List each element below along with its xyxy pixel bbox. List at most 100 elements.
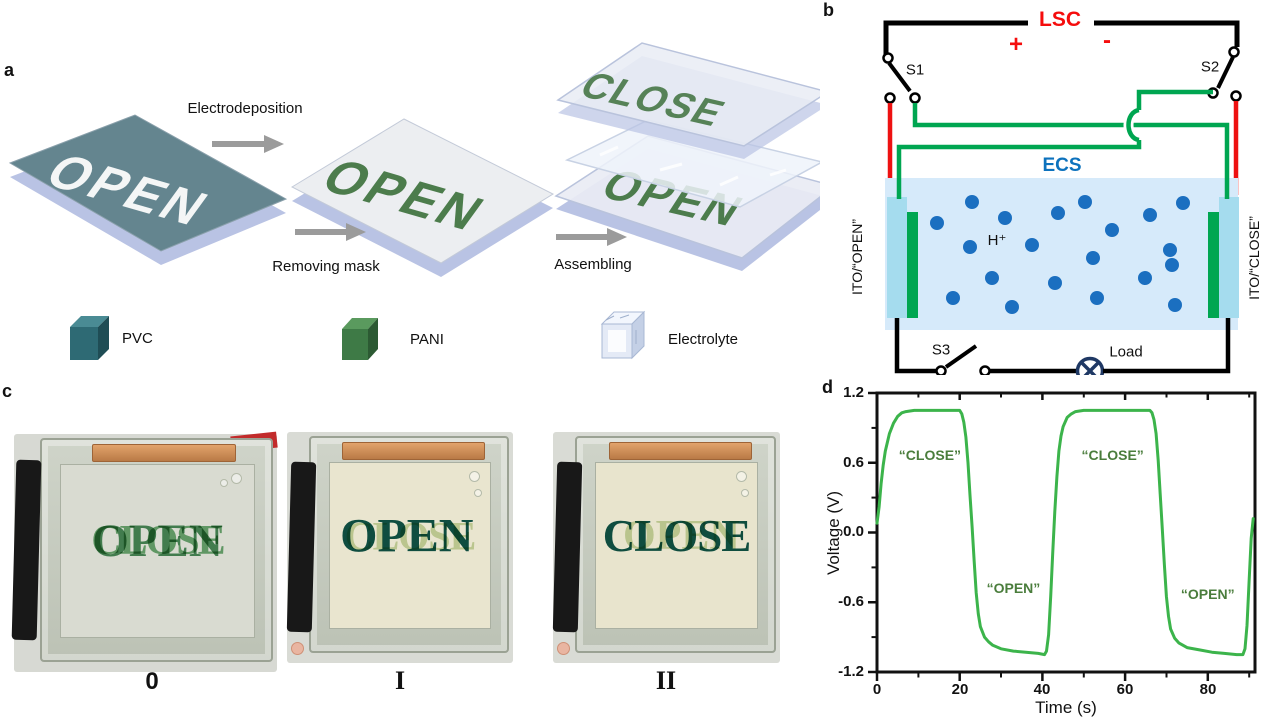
ito-close-label: ITO/“CLOSE” <box>1246 216 1262 300</box>
x-tick-label: 80 <box>1199 681 1217 698</box>
air-bubble <box>220 479 228 487</box>
ito-close-electrode <box>1219 197 1239 318</box>
curve-annotation-close-1: “CLOSE” <box>898 446 962 463</box>
air-bubble <box>474 489 482 497</box>
device-photo-state-2: OPEN CLOSE <box>552 432 780 663</box>
switch-s3-label: S3 <box>931 341 951 359</box>
bottom-wire-left <box>894 318 936 374</box>
device-photo-state-1: CLOSE OPEN <box>286 432 513 663</box>
arrow-right-icon <box>556 228 627 246</box>
copper-tape <box>342 442 486 460</box>
panel-b: b LSC + - S1 S2 ECS H⁺ ITO/“OPEN” ITO/“C… <box>820 0 1269 375</box>
ito-open-label: ITO/“OPEN” <box>849 219 865 295</box>
panel-c: c CLOSE OPEN 0 CLOSE OPEN <box>0 375 820 720</box>
h-plus-ions <box>930 195 1190 314</box>
panel-c-label: c <box>2 381 13 401</box>
switch-s1-label: S1 <box>905 61 925 79</box>
curve-annotation-close-2: “CLOSE” <box>1081 446 1144 463</box>
load-symbol <box>1075 356 1105 375</box>
air-bubble <box>736 471 747 482</box>
x-major-ticks <box>875 393 1210 681</box>
y-tick-label: 0.6 <box>843 454 864 471</box>
state-label-0: 0 <box>145 668 159 695</box>
x-tick-label: 20 <box>951 681 969 698</box>
curve-annotation-open-1: “OPEN” <box>986 580 1041 597</box>
arrow-right-icon <box>295 223 366 241</box>
green-wire-s2-to-open <box>896 89 1213 199</box>
legend-label-pani: PANI <box>410 331 444 348</box>
pani-layer-right <box>1208 212 1219 318</box>
device-photo-state-0: CLOSE OPEN <box>11 431 278 672</box>
stack-top-plate <box>556 42 820 147</box>
step-electrodeposition-label: Electrodeposition <box>187 100 303 117</box>
voltage-time-chart <box>868 391 1257 681</box>
x-tick-label: 40 <box>1033 681 1051 698</box>
electrolyte-cube-icon <box>600 310 646 360</box>
plot-frame <box>875 391 1257 674</box>
photo-back-word: OPEN <box>622 512 740 559</box>
copper-ball <box>291 642 304 655</box>
lsc-label: LSC <box>1039 8 1081 31</box>
load-label: Load <box>1109 343 1143 361</box>
fabrication-schematic: OPEN OPEN <box>8 42 820 360</box>
panel-d: d 1.2 0.6 0.0 -0.6 -1.2 0 20 40 60 80 Vo… <box>820 375 1269 720</box>
photo-back-word: CLOSE <box>344 513 477 559</box>
green-wire-s1-to-close <box>912 103 1230 199</box>
stack-electrolyte-slab <box>564 119 820 208</box>
device-glass-frame: OPEN CLOSE <box>575 436 776 653</box>
plate2-pani-pattern: OPEN <box>290 118 555 277</box>
state-label-2: II <box>655 666 677 695</box>
ecs-label: ECS <box>1042 155 1082 176</box>
circuit-diagram <box>882 20 1242 375</box>
plus-sign: + <box>1008 31 1024 58</box>
panel-d-label: d <box>822 377 833 397</box>
switch-s2-label: S2 <box>1200 58 1220 76</box>
step-removing-mask-label: Removing mask <box>272 258 380 275</box>
copper-tape <box>92 444 237 462</box>
y-tick-label: 1.2 <box>843 384 864 401</box>
x-axis-title: Time (s) <box>1035 698 1097 717</box>
x-minor-ticks <box>917 393 1251 678</box>
black-clip <box>552 461 583 633</box>
bottom-wire-right <box>1103 318 1231 374</box>
copper-ball <box>557 642 570 655</box>
state-label-1: I <box>394 666 406 695</box>
switch-s1 <box>882 52 921 104</box>
electrochromic-pane: CLOSE OPEN <box>329 462 491 629</box>
plate1-top-face <box>8 114 288 252</box>
black-clip <box>286 461 317 633</box>
step-assembling-label: Assembling <box>554 256 632 273</box>
y-major-ticks <box>868 391 877 674</box>
pani-layer-left <box>907 212 918 318</box>
electrochromic-pane: OPEN CLOSE <box>595 462 758 629</box>
pani-cube-icon <box>342 318 378 360</box>
black-clip <box>11 459 42 641</box>
minus-sign: - <box>1103 27 1111 54</box>
air-bubble <box>469 471 480 482</box>
pvc-cube-icon <box>70 316 109 360</box>
curve-annotation-open-2: “OPEN” <box>1180 586 1235 603</box>
switch-s3 <box>935 344 991 375</box>
legend-label-electrolyte: Electrolyte <box>668 331 739 348</box>
photo-front-word: OPEN <box>92 514 223 567</box>
photo-back-word: CLOSE <box>91 517 225 564</box>
y-tick-label: 0.0 <box>843 523 864 540</box>
electrolyte-sparkle <box>599 145 787 187</box>
panel-b-label: b <box>823 0 834 20</box>
voltage-curve <box>875 408 1255 657</box>
panel-a-label: a <box>4 60 15 80</box>
x-tick-label: 0 <box>872 681 882 698</box>
plate1-pvc-mask: OPEN <box>8 114 288 265</box>
panel-a: OPEN OPEN <box>0 0 820 375</box>
air-bubble <box>741 489 749 497</box>
photo-front-word: OPEN <box>340 509 474 563</box>
copper-tape <box>608 442 753 460</box>
y-minor-ticks <box>871 426 877 639</box>
legend-label-pvc: PVC <box>122 330 153 347</box>
y-axis-title: Voltage (V) <box>824 490 843 576</box>
electrochromic-pane: CLOSE OPEN <box>60 464 255 638</box>
y-tick-label: -1.2 <box>838 663 864 680</box>
device-glass-frame: CLOSE OPEN <box>309 436 509 653</box>
assembled-device-stack: OPEN CLOSE <box>554 42 820 271</box>
x-tick-label: 60 <box>1116 681 1134 698</box>
